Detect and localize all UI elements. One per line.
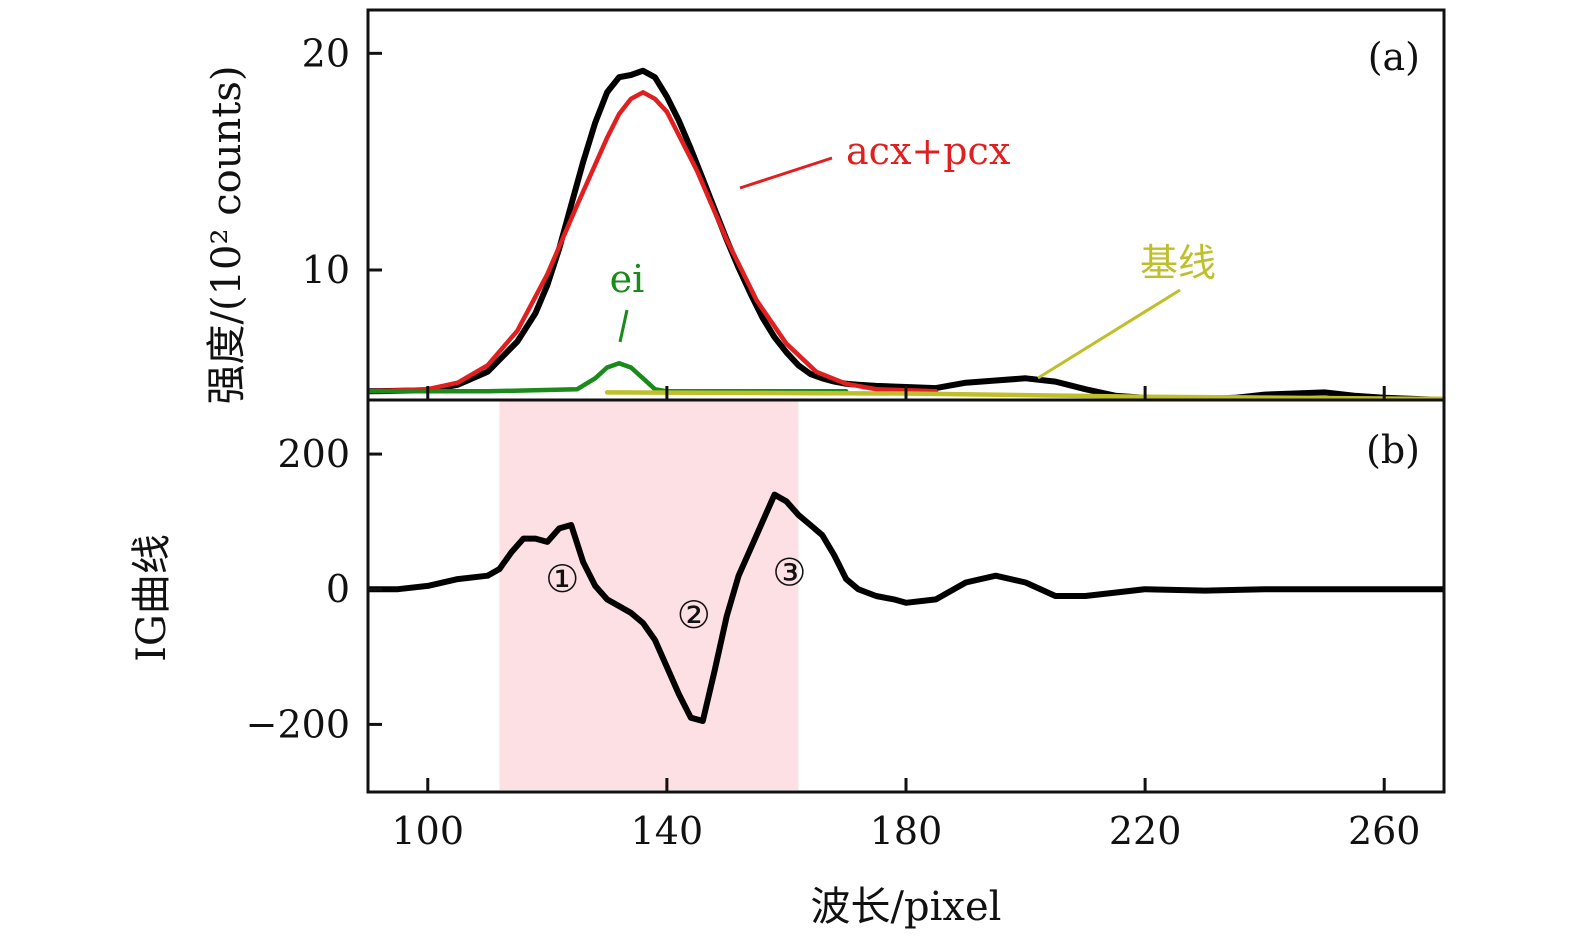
panel-b-ig-curve: −200 0 200 100 140 180 220 260 ① ② ③ (b) [246, 398, 1446, 853]
peak-marker-2: ② [677, 593, 711, 637]
peak-marker-3: ③ [772, 550, 806, 594]
panel-a-intensity: 10 20 (a) acx+pcx ei 基线 [302, 8, 1446, 402]
y-tick-label-a: 10 [302, 248, 350, 292]
y-tick-label-b: 200 [277, 432, 350, 476]
series-acx+pcx-line-a [368, 90, 939, 394]
x-axis-title: 波长/pixel [811, 884, 1002, 930]
x-tick-label: 180 [870, 809, 943, 853]
x-tick-label: 220 [1109, 809, 1182, 853]
panel-a-label: (a) [1368, 35, 1420, 79]
ei-label: ei [610, 257, 645, 301]
y-tick-label-a: 20 [302, 31, 350, 75]
x-tick-label: 100 [392, 809, 465, 853]
y-axis-title-b: IG曲线 [129, 534, 175, 662]
x-tick-label: 140 [631, 809, 704, 853]
baseline-label: 基线 [1140, 241, 1216, 285]
baseline-pointer [1037, 288, 1181, 380]
panel-b-label: (b) [1366, 428, 1420, 472]
y-tick-label-b: −200 [246, 702, 350, 746]
y-tick-label-b: 0 [326, 567, 350, 611]
panel-a-frame [366, 8, 1446, 402]
acx-pcx-label: acx+pcx [846, 129, 1010, 173]
acx-pcx-pointer [739, 156, 833, 190]
highlight-region [499, 401, 799, 790]
x-tick-label: 260 [1348, 809, 1421, 853]
series-基线-line-a [604, 390, 1444, 400]
peak-marker-1: ① [545, 557, 579, 601]
series-measured-line-b [368, 491, 1444, 724]
y-axis-title-a: 强度/(10² counts) [204, 66, 250, 405]
ei-pointer [618, 309, 629, 343]
series-measured-line-a [368, 67, 1444, 400]
